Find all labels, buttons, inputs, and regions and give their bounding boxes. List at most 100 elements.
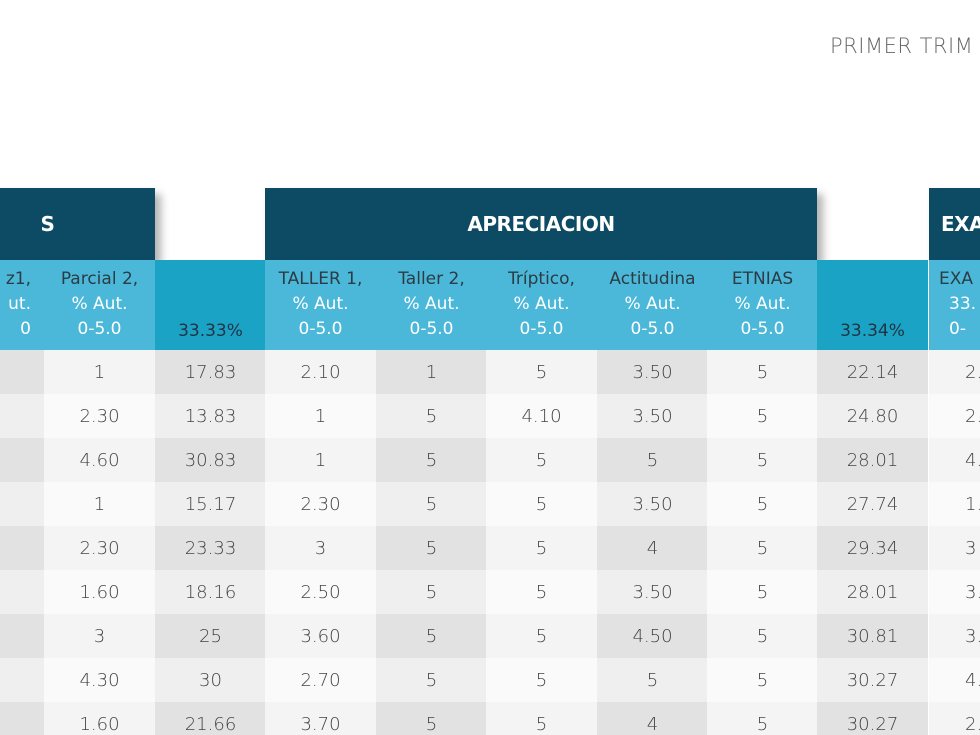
cell-text: 18.16 (184, 581, 237, 603)
cell-text: 2. (965, 713, 980, 735)
table-cell: 5 (486, 526, 597, 570)
column-header: ETNIAS % Aut. 0-5.0 (707, 260, 818, 350)
table-cell: 1 (376, 350, 487, 394)
column-header: Parcial 2, % Aut. 0-5.0 (44, 260, 155, 350)
cell-text: 28.01 (846, 449, 899, 471)
cell-text: 3 (314, 537, 327, 559)
column-header: EXA 33. 0- (929, 260, 980, 350)
table-cell: 3.60 (265, 614, 376, 658)
cell-text: 4 (646, 713, 659, 735)
header-line: ETNIAS (731, 269, 794, 289)
cell-text: 4. (965, 449, 980, 471)
cell-text: 5 (535, 713, 548, 735)
cell-text: 21.66 (184, 713, 237, 735)
column-header: Tríptico, % Aut. 0-5.0 (486, 260, 597, 350)
cell-text: 28.01 (846, 581, 899, 603)
cell-text: 5 (756, 625, 769, 647)
cell-text: 4.10 (521, 405, 562, 427)
cell-text: 4.60 (79, 449, 120, 471)
table-cell: 1 (265, 438, 376, 482)
cell-text: 15.17 (184, 493, 237, 515)
cell-text: 5 (535, 537, 548, 559)
cell-text: 3 (93, 625, 106, 647)
table-cell: 3 (265, 526, 376, 570)
table-cell: 2.50 (265, 570, 376, 614)
table-cell: 5 (486, 614, 597, 658)
table-cell: 4 (597, 526, 708, 570)
cell-text: 1 (314, 405, 327, 427)
cell-text: 22.14 (846, 361, 899, 383)
table-cell: 5 (707, 438, 818, 482)
cell-text: 2. (965, 361, 980, 383)
table-cell: 2. (929, 702, 980, 735)
table-cell: 1.2 (929, 482, 980, 526)
header-line: 0 (20, 319, 31, 339)
table-cell: 0 (0, 482, 45, 526)
table-cell: 4.60 (44, 438, 155, 482)
table-cell: 4.50 (597, 614, 708, 658)
header-line: Parcial 2, (60, 269, 139, 289)
header-line: z1, (5, 269, 31, 289)
cell-text: 4 (646, 537, 659, 559)
cell-text: 2.70 (300, 669, 341, 691)
table-cell: 0 (0, 614, 45, 658)
cell-text: 5 (646, 669, 659, 691)
cell-text: 30.27 (846, 669, 899, 691)
table-cell: 25 (155, 614, 266, 658)
cell-text: 23.33 (184, 537, 237, 559)
cell-text: 5 (756, 669, 769, 691)
cell-text: 5 (425, 537, 438, 559)
header-line: 33. (949, 294, 977, 314)
table-cell: 4 (597, 702, 708, 735)
cell-text: 1.60 (79, 713, 120, 735)
cell-text: 3.50 (632, 493, 673, 515)
cell-text: 2.30 (79, 405, 120, 427)
cell-text: 30.83 (184, 449, 237, 471)
header-line: % Aut. (513, 294, 570, 314)
cell-text: 5 (646, 449, 659, 471)
table-cell: 5 (486, 438, 597, 482)
header-line: % Aut. (71, 294, 128, 314)
header-line: Tríptico, (508, 269, 575, 289)
table-cell: 0 (0, 350, 45, 394)
table-cell: 0 (0, 526, 45, 570)
cell-text: 17.83 (184, 361, 237, 383)
cell-text: 3. (965, 581, 980, 603)
table-cell: 28.01 (817, 438, 928, 482)
table-cell: 4. (929, 658, 980, 702)
cell-text: 1 (314, 449, 327, 471)
cell-text: 29.34 (846, 537, 899, 559)
table-cell: 5 (486, 350, 597, 394)
table-cell: 3.50 (597, 394, 708, 438)
cell-text: 5 (425, 493, 438, 515)
cell-text: 4.30 (79, 669, 120, 691)
column-weight: 33.33% (178, 321, 243, 341)
cell-text: 1.2 (965, 493, 980, 515)
table-cell: 3. (929, 614, 980, 658)
table-cell: 21.66 (155, 702, 266, 735)
header-line: Actitudina (609, 269, 696, 289)
table-cell: 2.30 (44, 526, 155, 570)
table-cell: 5 (376, 438, 487, 482)
header-line: % Aut. (624, 294, 681, 314)
table-cell: 5 (376, 482, 487, 526)
table-cell: 5 (707, 350, 818, 394)
table-cell: 1.60 (44, 702, 155, 735)
table-cell: 24.80 (817, 394, 928, 438)
table-cell: 5 (707, 658, 818, 702)
cell-text: 4.50 (632, 625, 673, 647)
group-header: APRECIACION (265, 188, 817, 260)
table-cell: 5 (707, 614, 818, 658)
table-cell: 30.27 (817, 658, 928, 702)
table-cell: 28.01 (817, 570, 928, 614)
table-cell: 3 (44, 614, 155, 658)
table-cell: 30.81 (817, 614, 928, 658)
table-cell: 3. (929, 570, 980, 614)
cell-text: 2.30 (79, 537, 120, 559)
group-header: S (0, 188, 155, 260)
column-header: TALLER 1, % Aut. 0-5.0 (265, 260, 376, 350)
table-cell: 0 (0, 658, 45, 702)
cell-text: 3.50 (632, 405, 673, 427)
cell-text: 30 (199, 669, 222, 691)
